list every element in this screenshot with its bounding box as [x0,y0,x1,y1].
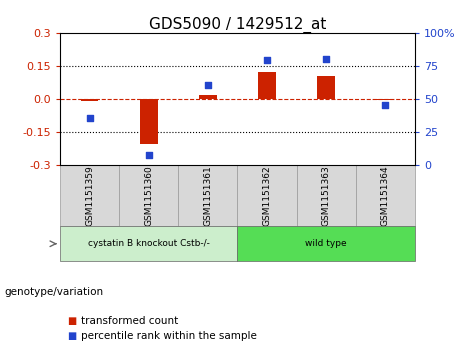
Bar [119,164,178,226]
Text: GSM1151364: GSM1151364 [381,165,390,226]
Text: wild type: wild type [305,239,347,248]
Text: GSM1151359: GSM1151359 [85,165,94,226]
Text: ■: ■ [67,331,76,341]
Text: ■: ■ [67,316,76,326]
Text: GSM1151363: GSM1151363 [322,165,331,226]
Text: GSM1151360: GSM1151360 [144,165,153,226]
Bar [237,164,296,226]
Text: GSM1151361: GSM1151361 [203,165,213,226]
Bar [356,164,415,226]
Bar [60,226,237,261]
Point [145,152,152,158]
Bar [60,164,119,226]
Point [263,57,271,63]
Point [322,56,330,62]
Bar [237,226,415,261]
Bar [317,76,335,99]
Bar [199,95,217,99]
Bar [296,164,356,226]
Text: percentile rank within the sample: percentile rank within the sample [81,331,257,341]
Bar [258,72,276,99]
Point [382,102,389,108]
Bar [140,99,158,144]
Text: GSM1151362: GSM1151362 [262,165,272,226]
Text: cystatin B knockout Cstb-/-: cystatin B knockout Cstb-/- [88,239,210,248]
Point [204,82,212,88]
Title: GDS5090 / 1429512_at: GDS5090 / 1429512_at [149,16,326,33]
Bar [377,99,394,101]
Bar [178,164,237,226]
Point [86,115,93,121]
Text: transformed count: transformed count [81,316,178,326]
Bar [81,99,98,101]
Text: genotype/variation: genotype/variation [5,287,104,297]
